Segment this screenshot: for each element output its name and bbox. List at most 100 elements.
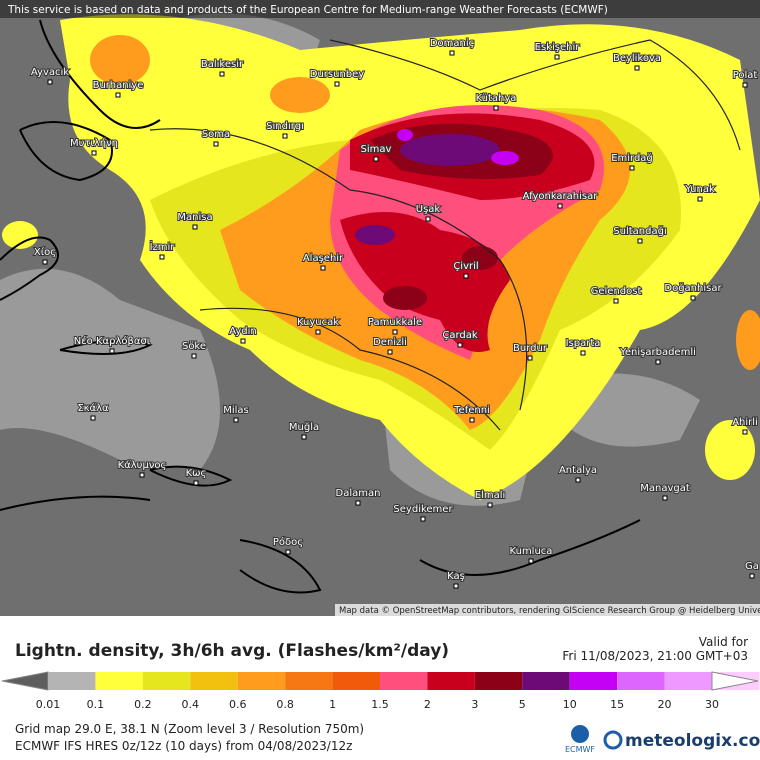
city-label: Pamukkale (368, 317, 422, 328)
city-dot (487, 502, 493, 508)
grid-info: Grid map 29.0 E, 38.1 N (Zoom level 3 / … (15, 722, 364, 736)
city-dot (554, 54, 560, 60)
legend-tick: 0.2 (134, 698, 152, 711)
city-dot (159, 254, 165, 260)
city-dot (469, 417, 475, 423)
city-dot (662, 495, 668, 501)
model-info: ECMWF IFS HRES 0z/12z (10 days) from 04/… (15, 739, 352, 753)
attribution-bar (335, 604, 760, 616)
city-label: Milas (223, 405, 249, 416)
city-label: Sındırgı (266, 121, 304, 132)
city-dot (749, 573, 755, 579)
city-label: Seydikemer (393, 504, 453, 515)
color-bin (285, 672, 333, 690)
city-label: İzmir (150, 240, 176, 253)
city-label: Eskişehir (535, 42, 581, 53)
notice-bar (0, 0, 760, 18)
city-label: Sultandağı (613, 225, 666, 237)
city-label: Kuyucak (297, 317, 339, 328)
legend-tick: 15 (610, 698, 624, 711)
city-dot (392, 329, 398, 335)
ecmwf-logo (571, 725, 589, 743)
city-label: Simav (361, 144, 392, 155)
city-label: Uşak (416, 204, 441, 215)
legend-tick: 0.6 (229, 698, 247, 711)
city-dot (91, 150, 97, 156)
legend-tick: 3 (471, 698, 478, 711)
city-dot (285, 549, 291, 555)
city-dot (575, 477, 581, 483)
city-label: Soma (202, 129, 230, 140)
color-bin (664, 672, 712, 690)
city-dot (420, 516, 426, 522)
city-dot (557, 203, 563, 209)
color-bin (332, 672, 380, 690)
city-label: Domaniç (430, 38, 474, 49)
city-label: Κάλυμνος (118, 459, 167, 471)
legend-tick: 0.01 (36, 698, 61, 711)
legend-tick: 1.5 (371, 698, 389, 711)
city-label: Söke (182, 341, 206, 352)
city-label: Manisa (177, 212, 212, 223)
map (0, 0, 760, 616)
city-dot (457, 342, 463, 348)
city-label: Beylikova (613, 53, 661, 64)
city-label: Doğanhisar (664, 282, 722, 294)
city-dot (742, 82, 748, 88)
color-bin (569, 672, 618, 690)
color-bin (474, 672, 523, 690)
city-dot (219, 71, 225, 77)
city-label: Gelendost (591, 286, 642, 297)
city-dot (233, 417, 239, 423)
city-dot (493, 105, 499, 111)
city-dot (634, 65, 640, 71)
city-label: Σκάλα (77, 402, 109, 414)
legend-tick: 5 (519, 698, 526, 711)
city-dot (655, 359, 661, 365)
city-dot (387, 349, 393, 355)
city-label: Burdur (513, 343, 548, 354)
city-label: Νέο Καρλόβασι (74, 335, 151, 347)
valid-time: Fri 11/08/2023, 21:00 GMT+03 (562, 649, 748, 663)
legend-tick: 2 (424, 698, 431, 711)
legend-tick: 30 (705, 698, 719, 711)
color-bin (190, 672, 238, 690)
city-label: Emirdağ (611, 152, 653, 164)
valid-label: Valid for (699, 635, 748, 649)
legend-tick: 1 (329, 698, 336, 711)
color-bin (522, 672, 570, 690)
city-dot (425, 216, 431, 222)
city-dot (139, 472, 145, 478)
city-label: Balıkesir (201, 59, 244, 70)
city-dot (449, 50, 455, 56)
city-dot (320, 265, 326, 271)
city-label: Kütahya (476, 93, 517, 104)
city-label: Kumluca (510, 546, 553, 557)
city-label: Elmalı (475, 490, 506, 501)
city-dot (355, 500, 361, 506)
under-arrow (1, 671, 49, 691)
city-labels: Ayvacık Burhaniye Balıkesir Dursunbey Domani… (30, 37, 760, 589)
city-label: Antalya (559, 465, 597, 476)
city-label: Çardak (442, 330, 478, 341)
city-label: Ahirli (732, 417, 758, 428)
city-label: Afyonkarahisar (523, 191, 599, 202)
city-label: Ayvacık (31, 67, 69, 78)
city-dot (90, 415, 96, 421)
legend-tick: 0.1 (87, 698, 105, 711)
city-label: Κως (186, 468, 207, 479)
city-dot (528, 558, 534, 564)
city-label: Ρόδος (273, 536, 303, 548)
city-label: Dalaman (336, 488, 381, 499)
attribution: Map data © OpenStreetMap contributors, r… (339, 606, 760, 616)
city-label: Muğla (289, 421, 319, 433)
city-dot (282, 133, 288, 139)
city-label: Çivril (453, 261, 478, 272)
city-dot (47, 79, 53, 85)
city-dot (580, 350, 586, 356)
city-dot (613, 298, 619, 304)
city-dot (690, 295, 696, 301)
city-label: Dursunbey (310, 69, 365, 80)
city-dot (697, 196, 703, 202)
